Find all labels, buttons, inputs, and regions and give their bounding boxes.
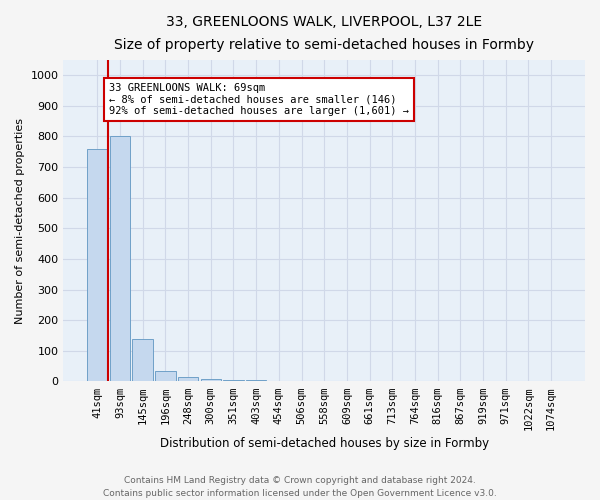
Bar bbox=[314, 381, 334, 382]
Bar bbox=[223, 380, 244, 382]
Title: 33, GREENLOONS WALK, LIVERPOOL, L37 2LE
Size of property relative to semi-detach: 33, GREENLOONS WALK, LIVERPOOL, L37 2LE … bbox=[114, 15, 534, 52]
Bar bbox=[292, 381, 312, 382]
Bar bbox=[359, 381, 380, 382]
Text: 33 GREENLOONS WALK: 69sqm
← 8% of semi-detached houses are smaller (146)
92% of : 33 GREENLOONS WALK: 69sqm ← 8% of semi-d… bbox=[109, 83, 409, 116]
Text: Contains HM Land Registry data © Crown copyright and database right 2024.
Contai: Contains HM Land Registry data © Crown c… bbox=[103, 476, 497, 498]
Y-axis label: Number of semi-detached properties: Number of semi-detached properties bbox=[15, 118, 25, 324]
Bar bbox=[246, 380, 266, 382]
Bar bbox=[87, 148, 107, 382]
Bar bbox=[178, 377, 198, 382]
X-axis label: Distribution of semi-detached houses by size in Formby: Distribution of semi-detached houses by … bbox=[160, 437, 489, 450]
Bar bbox=[110, 136, 130, 382]
Bar bbox=[133, 338, 153, 382]
Bar bbox=[337, 381, 357, 382]
Bar bbox=[200, 379, 221, 382]
Bar bbox=[155, 370, 176, 382]
Bar bbox=[269, 380, 289, 382]
